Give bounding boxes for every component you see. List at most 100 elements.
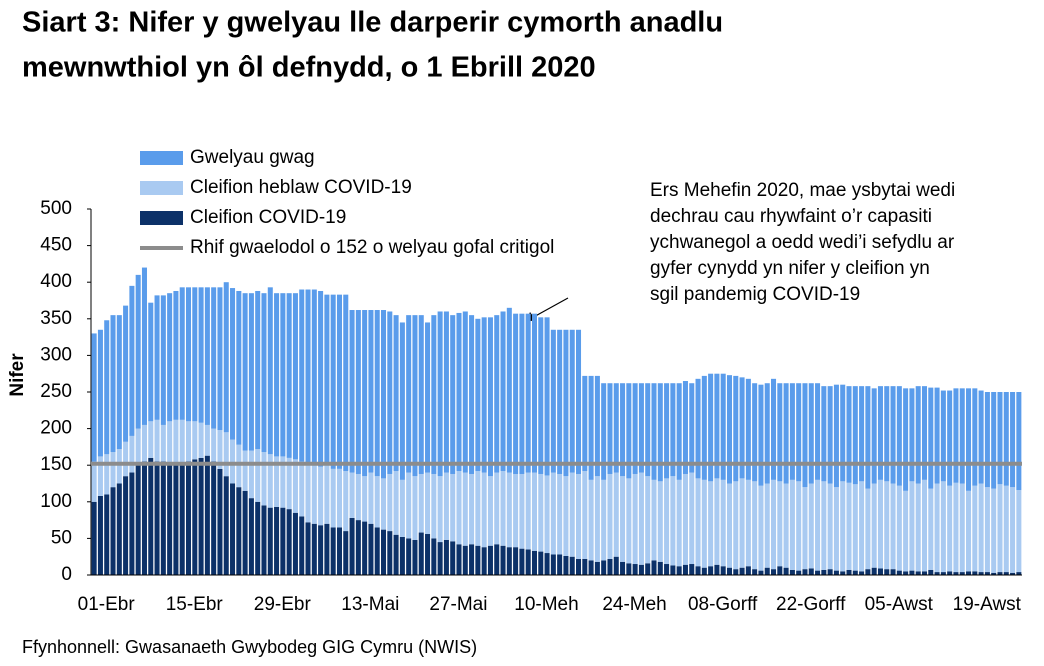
bar-segment [550, 554, 556, 575]
bar-segment [513, 313, 519, 474]
bar-segment [123, 305, 129, 442]
bar-segment [343, 294, 349, 472]
bar-segment [393, 534, 399, 575]
bar-segment [173, 419, 179, 466]
bar-segment [500, 311, 506, 472]
bar-segment [450, 315, 456, 474]
bar-segment [934, 387, 940, 484]
bar-segment [739, 377, 745, 479]
bar-segment [884, 481, 890, 570]
bar-segment [437, 311, 443, 477]
bar-segment [135, 274, 141, 429]
bar-segment [368, 472, 374, 524]
bar-segment [620, 383, 626, 477]
bar-segment [865, 569, 871, 575]
bar-segment [789, 569, 795, 575]
bar-segment [620, 561, 626, 575]
bar-segment [481, 472, 487, 548]
bar-segment [859, 571, 865, 575]
bar-segment [450, 541, 456, 575]
bar-segment [676, 383, 682, 480]
y-axis-label: Nifer [7, 353, 28, 397]
bar-segment [167, 293, 173, 422]
bar-segment [299, 289, 305, 462]
bar-segment [487, 317, 493, 477]
bar-segment [808, 383, 814, 484]
bar-segment [387, 531, 393, 575]
bar-segment [110, 487, 116, 575]
bar-segment [538, 317, 544, 474]
bar-segment [418, 473, 424, 533]
bar-segment [771, 569, 777, 575]
bar-segment [670, 565, 676, 575]
bar-segment [494, 472, 500, 545]
bar-segment [664, 478, 670, 565]
bar-segment [726, 483, 733, 568]
bar-segment [349, 310, 355, 473]
bar-segment [758, 485, 764, 571]
bar-segment [362, 521, 368, 575]
bar-segment [966, 490, 972, 572]
bar-segment [456, 312, 462, 472]
bar-segment [601, 479, 607, 561]
bar-segment [475, 318, 481, 472]
bar-segment [733, 481, 739, 570]
bar-segment [966, 571, 972, 575]
bar-segment [248, 498, 254, 575]
bar-segment [280, 293, 286, 457]
bar-segment [469, 473, 475, 545]
bar-segment [116, 483, 122, 575]
bar-segment [399, 536, 405, 575]
bar-segment [896, 485, 902, 571]
bar-segment [1016, 490, 1022, 573]
bar-segment [336, 294, 342, 469]
bar-segment [745, 566, 751, 575]
bar-segment [701, 567, 707, 575]
bar-segment [726, 567, 733, 575]
bar-segment [355, 473, 361, 521]
bar-segment [167, 463, 173, 575]
bar-segment [223, 282, 229, 433]
bar-segment [261, 293, 267, 453]
bar-segment [607, 383, 613, 474]
bar-segment [123, 476, 129, 575]
y-tick-label: 400 [40, 271, 72, 292]
bar-segment [368, 523, 374, 575]
bar-segment [544, 475, 550, 554]
bar-segment [91, 333, 97, 462]
bar-segment [211, 461, 217, 575]
bar-segment [959, 483, 965, 573]
bar-segment [267, 454, 273, 508]
bar-segment [1003, 572, 1009, 575]
bar-segment [179, 419, 185, 464]
bar-segment [796, 383, 802, 482]
bar-segment [362, 310, 368, 477]
bar-segment [947, 390, 953, 486]
bar-segment [594, 561, 600, 575]
bar-segment [833, 570, 839, 575]
bar-segment [984, 572, 990, 575]
bar-segment [651, 479, 657, 561]
bar-segment [349, 472, 355, 518]
bar-segment [160, 461, 166, 575]
bar-segment [286, 509, 292, 575]
bar-segment [456, 544, 462, 575]
bar-segment [903, 490, 909, 572]
bar-segment [217, 430, 223, 469]
bar-segment [324, 294, 330, 466]
bar-segment [380, 529, 387, 575]
bar-segment [230, 439, 236, 484]
bar-segment [701, 375, 707, 480]
bar-segment [91, 461, 97, 502]
bar-segment [934, 572, 940, 575]
bar-segment [104, 454, 110, 495]
bar-segment [406, 315, 412, 473]
bar-segment [123, 441, 129, 477]
bar-segment [185, 421, 192, 462]
bar-segment [236, 487, 242, 575]
x-tick-label: 05-Awst [865, 594, 934, 615]
bar-segment [739, 567, 745, 575]
bar-segment [299, 516, 305, 575]
bar-segment [374, 476, 380, 528]
bar-segment [280, 456, 286, 508]
